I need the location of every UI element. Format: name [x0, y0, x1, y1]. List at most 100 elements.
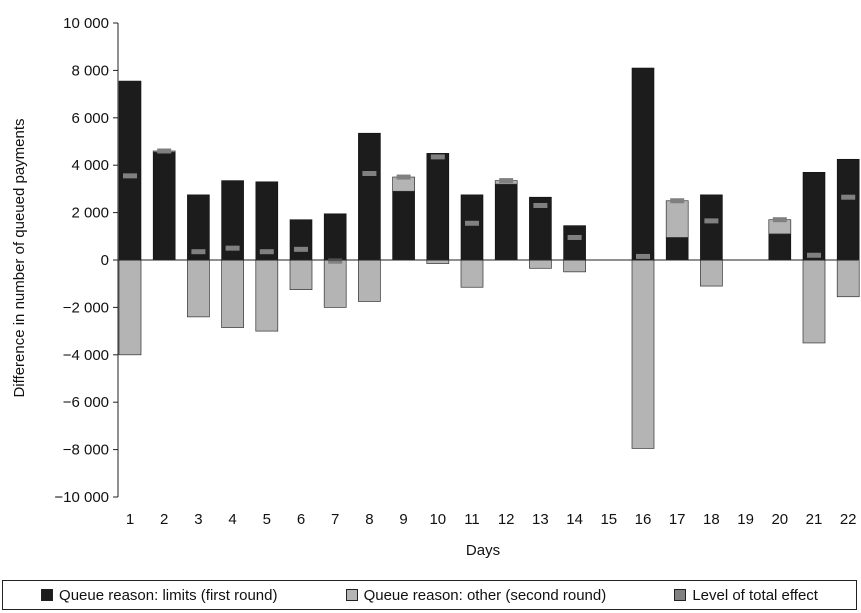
bar-limits	[426, 153, 450, 261]
x-tick-label: 12	[498, 511, 515, 528]
bar-other	[665, 200, 689, 238]
x-tick-label: 2	[160, 511, 168, 528]
level-marker	[636, 253, 650, 259]
level-marker	[841, 194, 856, 200]
x-tick-label: 9	[399, 511, 407, 528]
y-tick-label: 0	[101, 252, 109, 269]
legend-swatch-level	[674, 589, 687, 601]
level-marker	[670, 198, 685, 204]
legend-item-other: Queue reason: other (second round)	[345, 586, 607, 604]
x-tick-label: 3	[194, 511, 202, 528]
bar-other	[836, 259, 860, 298]
level-marker	[396, 174, 411, 180]
y-tick-label: −6 000	[63, 394, 109, 411]
level-marker	[807, 252, 821, 258]
bar-limits	[118, 80, 142, 261]
x-tick-label: 19	[737, 511, 754, 528]
bar-limits	[323, 213, 347, 261]
x-tick-label: 17	[669, 511, 686, 528]
x-tick-label: 4	[228, 511, 236, 528]
level-marker	[157, 148, 172, 154]
x-axis-title: Days	[466, 542, 500, 559]
bar-other	[529, 259, 552, 269]
bar-limits	[460, 194, 484, 261]
bar-limits	[494, 183, 518, 261]
chart: Days Difference in number of queued paym…	[11, 15, 860, 559]
bar-other	[221, 259, 244, 328]
bar-limits	[563, 225, 586, 261]
bar-other	[700, 259, 723, 287]
y-tick-label: 4 000	[71, 157, 109, 174]
level-marker	[499, 178, 514, 184]
x-tick-label: 8	[365, 511, 373, 528]
x-tick-label: 10	[429, 511, 446, 528]
x-tick-label: 6	[297, 511, 305, 528]
bars-layer	[118, 67, 860, 449]
legend-label-other: Queue reason: other (second round)	[363, 586, 607, 604]
bar-other	[289, 259, 313, 290]
bar-other	[118, 259, 142, 356]
x-tick-label: 15	[600, 511, 617, 528]
y-tick-label: −8 000	[63, 442, 109, 459]
bar-limits	[836, 158, 860, 261]
x-tick-label: 7	[331, 511, 339, 528]
bar-other	[460, 259, 484, 288]
axis-layer: Days Difference in number of queued paym…	[11, 15, 858, 559]
bar-limits	[358, 132, 381, 261]
level-marker	[259, 249, 274, 255]
x-tick-label: 21	[806, 511, 823, 528]
legend-label-limits: Queue reason: limits (first round)	[59, 586, 278, 604]
x-tick-label: 18	[703, 511, 720, 528]
x-tick-label: 13	[532, 511, 549, 528]
level-marker	[704, 218, 719, 224]
y-tick-label: 8 000	[71, 62, 109, 79]
y-tick-label: −10 000	[54, 489, 109, 506]
level-marker	[225, 245, 240, 251]
x-tick-label: 5	[263, 511, 271, 528]
y-tick-label: −4 000	[63, 347, 109, 364]
legend: Queue reason: limits (first round) Queue…	[2, 580, 857, 610]
bar-other	[255, 259, 279, 332]
x-tick-label: 16	[635, 511, 652, 528]
bar-limits	[289, 219, 313, 261]
bar-other	[631, 259, 655, 449]
bar-other	[323, 259, 347, 308]
bar-other	[358, 259, 381, 302]
level-marker	[328, 258, 343, 264]
bar-limits	[665, 237, 689, 261]
bar-other	[563, 259, 586, 273]
bar-other	[187, 259, 210, 318]
level-marker	[772, 217, 787, 223]
bar-limits	[255, 181, 279, 261]
y-tick-label: 2 000	[71, 205, 109, 222]
level-marker	[533, 202, 548, 208]
level-marker	[191, 249, 206, 255]
x-tick-label: 14	[566, 511, 583, 528]
legend-label-level: Level of total effect	[692, 586, 818, 604]
bar-limits	[768, 233, 792, 261]
y-axis-title: Difference in number of queued payments	[11, 118, 28, 397]
bar-limits	[152, 151, 176, 261]
x-tick-label: 11	[464, 511, 480, 528]
bar-limits	[700, 194, 723, 261]
level-marker	[362, 170, 377, 176]
bar-limits	[631, 67, 655, 261]
legend-swatch-limits	[41, 589, 54, 601]
legend-item-limits: Queue reason: limits (first round)	[41, 587, 277, 604]
bar-other	[426, 259, 450, 264]
bar-limits	[802, 172, 826, 261]
y-tick-label: 10 000	[63, 15, 109, 32]
bar-limits	[392, 190, 415, 261]
level-marker	[567, 234, 582, 240]
legend-item-level: Level of total effect	[674, 587, 818, 604]
x-tick-label: 1	[126, 511, 134, 528]
bar-other	[802, 259, 826, 344]
level-marker	[465, 220, 479, 226]
level-marker	[123, 173, 137, 179]
level-marker	[294, 246, 308, 252]
x-tick-label: 22	[840, 511, 857, 528]
y-tick-label: 6 000	[71, 110, 109, 127]
y-tick-label: −2 000	[63, 299, 109, 316]
level-marker	[430, 154, 445, 160]
x-tick-label: 20	[771, 511, 788, 528]
